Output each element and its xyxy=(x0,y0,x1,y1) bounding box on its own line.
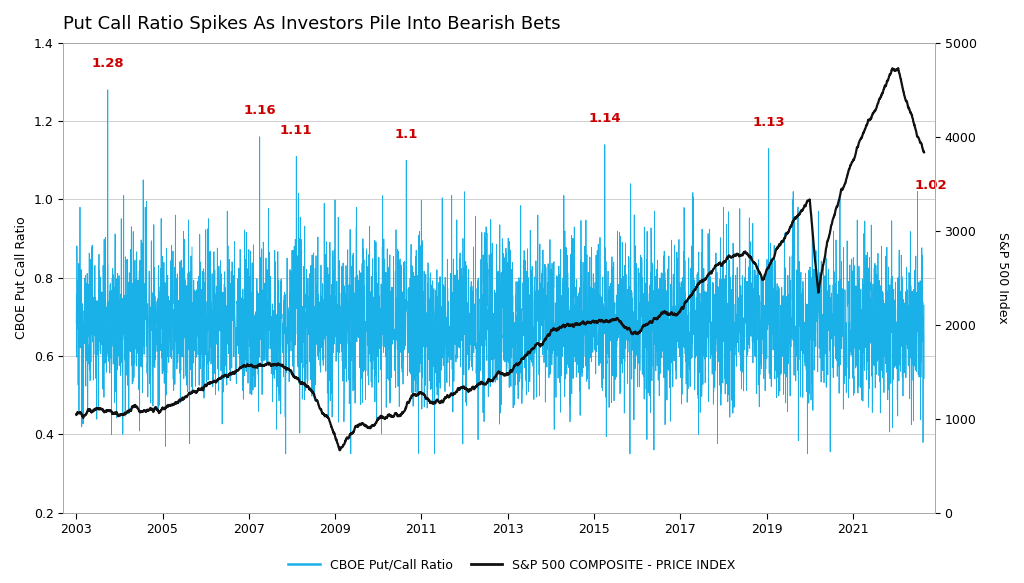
Text: 1.02: 1.02 xyxy=(914,178,947,192)
Text: Put Call Ratio Spikes As Investors Pile Into Bearish Bets: Put Call Ratio Spikes As Investors Pile … xyxy=(63,15,561,33)
Text: 1.13: 1.13 xyxy=(753,116,785,129)
Y-axis label: S&P 500 Index: S&P 500 Index xyxy=(996,232,1009,324)
Text: 1.16: 1.16 xyxy=(244,104,275,117)
Text: 1.11: 1.11 xyxy=(280,124,312,137)
Text: 1.28: 1.28 xyxy=(91,57,124,71)
Text: 1.1: 1.1 xyxy=(394,128,418,141)
Text: 1.14: 1.14 xyxy=(589,112,622,125)
Legend: CBOE Put/Call Ratio, S&P 500 COMPOSITE - PRICE INDEX: CBOE Put/Call Ratio, S&P 500 COMPOSITE -… xyxy=(284,554,740,577)
Y-axis label: CBOE Put Call Ratio: CBOE Put Call Ratio xyxy=(15,216,28,339)
